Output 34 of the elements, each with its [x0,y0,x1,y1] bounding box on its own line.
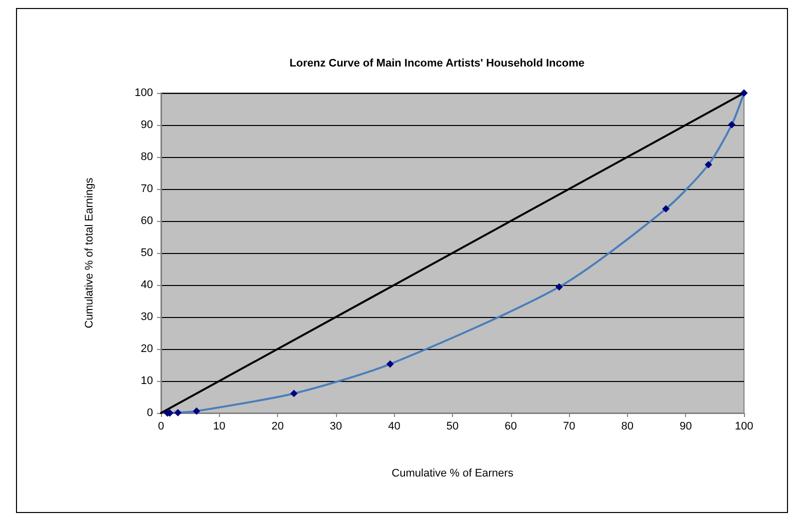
point [386,360,394,368]
x-tick-label: 80 [621,420,634,432]
y-tick-label: 40 [140,279,153,291]
y-tick-label: 70 [140,183,153,195]
y-tick-label: 100 [134,87,153,99]
chart-title: Lorenz Curve of Main Income Artists' Household Income [290,58,584,70]
x-tick-label: 60 [504,420,517,432]
y-axis-title: Cumulative % of total Earnings [84,177,96,328]
y-tick-label: 0 [146,407,153,419]
y-tick-label: 10 [140,375,153,387]
x-axis-title: Cumulative % of Earners [392,468,514,480]
point [193,408,200,415]
y-tick-label: 20 [140,343,153,355]
point [728,121,736,128]
x-tick-label: 90 [680,420,692,432]
y-tick-label: 90 [140,119,153,131]
x-tick-label: 40 [388,420,400,432]
y-tick-label: 50 [140,247,153,259]
point [174,409,182,416]
point [290,390,298,397]
x-tick-label: 70 [562,420,576,432]
x-tick-label: 30 [330,420,342,432]
point [740,90,748,96]
point [662,205,670,212]
y-tick-label: 30 [140,311,153,323]
point [556,283,563,290]
y-tick-label: 60 [140,215,153,227]
x-tick-label: 100 [734,420,754,432]
point [704,161,712,168]
x-tick-label: 0 [158,420,164,432]
x-tick-label: 10 [213,420,226,432]
y-tick-label: 80 [140,151,153,163]
x-tick-label: 50 [446,420,459,432]
x-tick-label: 20 [271,420,284,432]
